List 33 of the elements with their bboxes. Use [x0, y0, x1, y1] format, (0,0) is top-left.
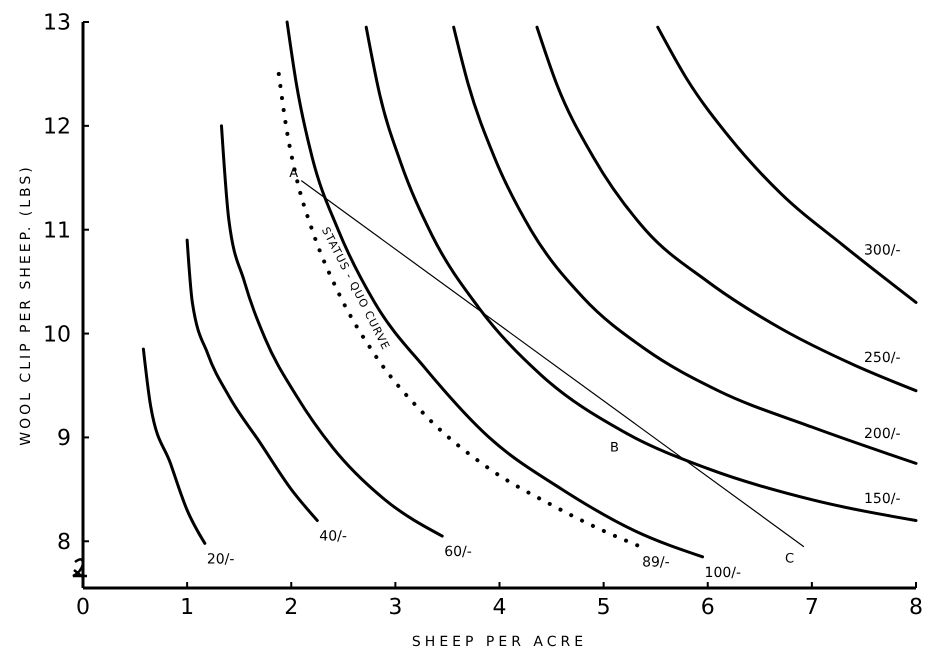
x-tick-label: 5 [596, 595, 611, 620]
x-tick-label: 8 [909, 595, 923, 620]
line-series [186, 238, 319, 522]
x-tick-label: 4 [492, 595, 506, 620]
x-tick-label: 6 [700, 595, 715, 620]
series-label: 250/- [864, 350, 900, 366]
x-tick-label: 0 [76, 595, 90, 620]
y-tick-label: 13 [43, 10, 71, 36]
y-tick-label: 11 [43, 218, 71, 244]
line-series [142, 348, 206, 545]
y-tick-label: 9 [57, 426, 71, 452]
annotation: C [785, 551, 794, 566]
y-tick-label: 8 [57, 530, 71, 555]
x-tick-label: 7 [804, 595, 819, 620]
annotation: B [610, 440, 619, 456]
series-label: 150/- [864, 491, 900, 508]
x-tick-label: 3 [388, 595, 402, 620]
x-tick-label: 2 [284, 595, 298, 620]
series-label: 200/- [864, 426, 900, 442]
line-series [452, 26, 918, 465]
x-axis-title: SHEEP PER ACRE [412, 634, 588, 650]
series-label: 60/- [444, 544, 472, 560]
series-label: 100/- [704, 564, 742, 581]
y-tick-label: 12 [43, 114, 71, 140]
series-label: 89/- [642, 554, 670, 570]
series-label: 20/- [206, 551, 234, 568]
series-label: 300/- [864, 242, 900, 259]
x-tick-label: 1 [180, 595, 194, 620]
line-series [535, 26, 918, 392]
series-label: 40/- [319, 528, 347, 544]
y-tick-label: 10 [43, 322, 71, 348]
y-axis-title: WOOL CLIP PER SHEEP. (LBS) [18, 164, 34, 446]
line-series [656, 26, 918, 304]
